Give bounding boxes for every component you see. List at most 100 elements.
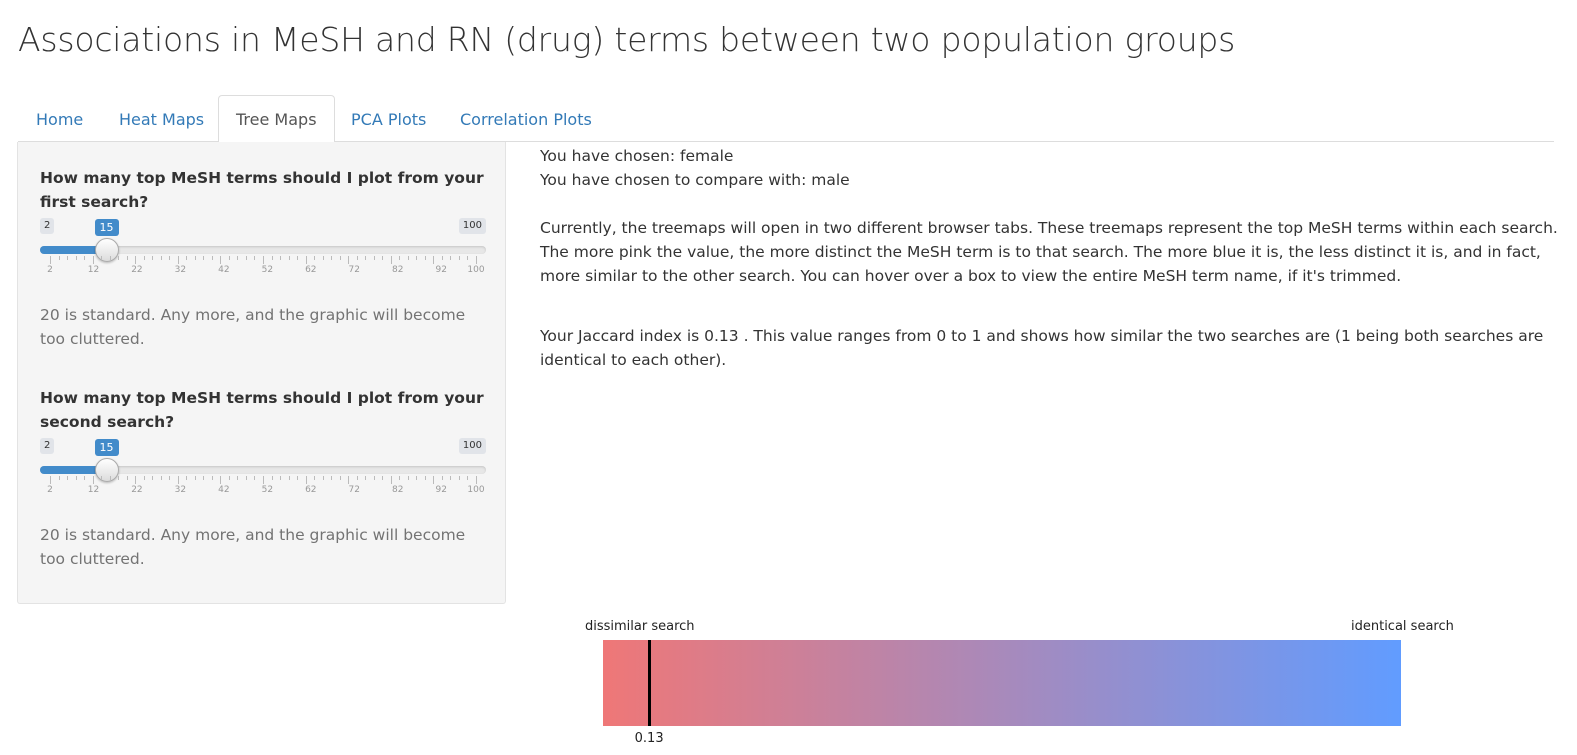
main-panel: You have chosen: female You have chosen …	[540, 144, 1560, 372]
slider2-tick	[160, 476, 162, 480]
slider2-tick	[203, 476, 205, 480]
slider1[interactable]: 2 100 15 2 12 22 32 42 52 62 72 82 92 100	[40, 218, 486, 278]
slider2-tick	[126, 476, 128, 480]
slider1-tick	[169, 256, 171, 260]
slider1-tick-label: 12	[87, 265, 100, 275]
slider1-tick-label: 82	[392, 265, 404, 275]
slider1-tick	[450, 256, 452, 260]
slider2-tick	[263, 476, 264, 484]
slider2-tick	[467, 476, 469, 480]
slider1-tick-label: 92	[435, 265, 447, 275]
slider2-tick	[152, 476, 154, 480]
slider1-tick-label: 42	[218, 265, 230, 275]
slider2-tick	[424, 476, 426, 480]
tab-pca-plots[interactable]: PCA Plots	[351, 110, 427, 129]
slider2-tick	[143, 476, 145, 480]
gradient-right-label: identical search	[1351, 619, 1454, 634]
slider1-tick	[365, 256, 367, 260]
slider1-tick	[467, 256, 469, 260]
slider2-fill	[40, 466, 107, 474]
slider2-tick	[75, 476, 77, 480]
slider1-tick	[126, 256, 128, 260]
slider2-tick	[365, 476, 367, 480]
slider2-tick	[450, 476, 452, 480]
jaccard-marker	[647, 640, 651, 726]
slider1-tick	[186, 256, 188, 260]
slider2-tick	[305, 476, 307, 484]
slider2-tick-label: 42	[218, 485, 230, 495]
slider1-ticks	[40, 256, 486, 264]
slider2-tick	[407, 476, 409, 480]
slider1-tick	[441, 256, 443, 260]
gradient-left-label: dissimilar search	[585, 619, 695, 634]
jaccard-marker-label: 0.13	[634, 731, 664, 746]
slider2-tick	[390, 476, 392, 484]
slider2-tick	[288, 476, 290, 480]
slider1-tick	[228, 256, 230, 260]
slider2[interactable]: 2 100 15 2 12 22 32 42 52 62 72 82 92 100	[40, 438, 486, 498]
slider1-tick	[339, 256, 341, 260]
tab-heat-maps[interactable]: Heat Maps	[119, 110, 205, 129]
slider2-tick	[237, 476, 239, 480]
slider1-tick	[271, 256, 273, 260]
slider2-help-text: 20 is standard. Any more, and the graphi…	[40, 526, 466, 568]
slider2-question: How many top MeSH terms should I plot fr…	[40, 389, 484, 431]
slider1-fill	[40, 246, 107, 254]
slider2-tick-labels: 2 12 22 32 42 52 62 72 82 92 100	[40, 485, 486, 497]
slider1-tick	[390, 256, 392, 264]
slider2-tick	[331, 476, 333, 480]
slider1-tick	[160, 256, 162, 260]
slider1-tick	[101, 256, 103, 260]
slider1-tick	[245, 256, 247, 260]
tab-home[interactable]: Home	[36, 110, 84, 129]
slider2-tick	[280, 476, 282, 480]
slider2-tick	[254, 476, 256, 480]
slider1-tick	[373, 256, 375, 260]
slider1-handle[interactable]	[94, 238, 119, 262]
slider2-tick	[433, 476, 435, 484]
slider2-tick	[220, 476, 222, 484]
slider2-tick-label: 32	[174, 485, 187, 495]
slider1-tick	[203, 256, 205, 260]
slider2-value-label: 15	[94, 439, 119, 456]
slider1-tick	[75, 256, 77, 260]
slider1-tick	[237, 256, 239, 260]
slider1-tick	[382, 256, 384, 260]
slider1-value-label: 15	[94, 219, 119, 236]
slider2-tick-label: 82	[392, 485, 404, 495]
slider1-tick	[67, 256, 69, 260]
slider2-tick	[135, 476, 137, 484]
tab-correlation-plots[interactable]: Correlation Plots	[460, 110, 592, 129]
slider1-tick-label: 72	[348, 265, 361, 275]
slider1-tick	[348, 256, 350, 264]
compare-text: You have chosen to compare with: male	[540, 171, 850, 189]
slider2-tick	[373, 476, 375, 480]
slider2-tick-label: 2	[47, 485, 53, 495]
slider2-tick	[228, 476, 230, 480]
slider1-tick	[288, 256, 290, 260]
slider2-handle[interactable]	[94, 458, 119, 482]
slider1-tick	[305, 256, 307, 264]
slider2-tick	[348, 476, 350, 484]
slider2-tick-label: 52	[261, 485, 274, 495]
tab-tree-maps[interactable]: Tree Maps	[218, 95, 335, 142]
slider1-tick	[314, 256, 316, 260]
slider1-tick	[194, 256, 196, 260]
slider1-track[interactable]	[40, 246, 486, 254]
slider2-min-label: 2	[40, 438, 55, 454]
slider1-tick	[254, 256, 256, 260]
slider2-tick	[356, 476, 358, 480]
slider1-tick	[118, 256, 120, 260]
slider1-tick-label: 100	[467, 265, 485, 275]
slider2-tick	[476, 476, 477, 484]
slider2-tick	[50, 476, 51, 484]
slider2-tick	[84, 476, 86, 480]
slider2-track[interactable]	[40, 466, 486, 474]
slider1-tick-label: 62	[305, 265, 317, 275]
slider2-tick	[245, 476, 247, 480]
slider2-tick	[92, 476, 94, 484]
slider1-tick	[58, 256, 60, 260]
slider1-tick	[109, 256, 111, 260]
slider2-tick-label: 22	[131, 485, 143, 495]
slider2-tick	[109, 476, 111, 480]
